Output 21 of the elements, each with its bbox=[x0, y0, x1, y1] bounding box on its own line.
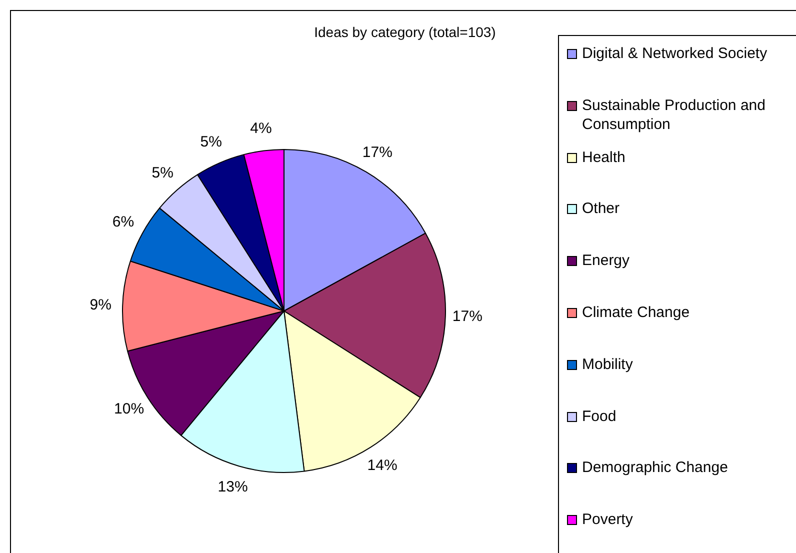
legend-label: Poverty bbox=[582, 510, 634, 530]
data-label: 14% bbox=[367, 457, 398, 474]
legend-label: Energy bbox=[582, 251, 631, 270]
legend-label: Digital & Networked Society bbox=[582, 44, 768, 63]
legend-label: Climate Change bbox=[582, 302, 691, 322]
chart-title: Ideas by category (total=103) bbox=[313, 24, 497, 40]
legend-label: Demographic Change bbox=[582, 458, 729, 478]
legend-label: Sustainable Production and Consumption bbox=[582, 96, 766, 134]
legend-label: Health bbox=[582, 148, 626, 167]
data-label: 9% bbox=[90, 296, 112, 314]
legend-label: Mobility bbox=[582, 354, 634, 374]
legend-label: Other bbox=[582, 199, 621, 218]
data-label: 17% bbox=[362, 144, 392, 162]
data-label: 10% bbox=[114, 400, 144, 418]
data-label: 5% bbox=[152, 164, 174, 182]
data-label: 5% bbox=[200, 134, 222, 151]
legend-label: Food bbox=[582, 406, 618, 426]
data-label: 6% bbox=[112, 214, 134, 231]
data-label: 17% bbox=[452, 308, 482, 325]
data-label: 4% bbox=[250, 120, 272, 138]
data-label: 13% bbox=[218, 478, 248, 496]
